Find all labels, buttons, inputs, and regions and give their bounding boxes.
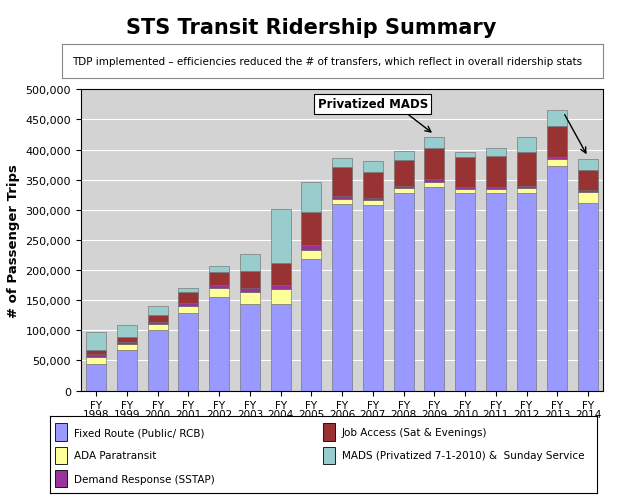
Bar bbox=[179, 304, 198, 307]
Bar bbox=[271, 305, 290, 391]
Bar bbox=[240, 293, 260, 305]
Bar bbox=[363, 201, 383, 205]
Bar bbox=[394, 189, 414, 193]
Bar bbox=[323, 447, 335, 464]
Bar bbox=[302, 250, 322, 260]
Bar bbox=[302, 246, 322, 250]
Bar bbox=[332, 196, 352, 199]
Bar bbox=[516, 138, 537, 153]
Bar bbox=[332, 199, 352, 204]
Bar bbox=[240, 288, 260, 293]
Bar bbox=[86, 350, 106, 355]
Bar bbox=[363, 198, 383, 201]
Bar bbox=[455, 193, 475, 391]
Bar bbox=[547, 159, 567, 166]
Bar bbox=[547, 126, 567, 157]
Bar bbox=[394, 160, 414, 186]
Bar bbox=[86, 332, 106, 350]
Bar bbox=[363, 172, 383, 198]
Text: Demand Response (SSTAP): Demand Response (SSTAP) bbox=[74, 474, 215, 484]
Bar bbox=[332, 168, 352, 196]
Bar bbox=[547, 166, 567, 391]
Bar bbox=[147, 316, 168, 323]
Text: MADS (Privatized 7-1-2010) &  Sunday Service: MADS (Privatized 7-1-2010) & Sunday Serv… bbox=[342, 450, 585, 460]
Bar bbox=[486, 193, 506, 391]
Bar bbox=[455, 157, 475, 187]
Bar bbox=[55, 447, 67, 464]
Text: Fixed Route (Public/ RCB): Fixed Route (Public/ RCB) bbox=[74, 427, 205, 437]
Bar bbox=[240, 305, 260, 391]
Bar bbox=[547, 157, 567, 159]
Bar bbox=[117, 344, 137, 350]
Bar bbox=[424, 138, 444, 148]
Bar bbox=[86, 355, 106, 357]
Bar bbox=[179, 307, 198, 314]
Bar bbox=[486, 149, 506, 156]
Bar bbox=[424, 187, 444, 391]
Text: Privatized MADS: Privatized MADS bbox=[317, 98, 428, 111]
Bar bbox=[271, 264, 290, 285]
Bar bbox=[271, 285, 290, 290]
Bar bbox=[486, 156, 506, 187]
Bar bbox=[394, 186, 414, 189]
Bar bbox=[86, 364, 106, 391]
Bar bbox=[147, 323, 168, 325]
Bar bbox=[363, 162, 383, 172]
Text: Job Access (Sat & Evenings): Job Access (Sat & Evenings) bbox=[342, 427, 488, 437]
Bar bbox=[578, 171, 598, 190]
Bar bbox=[179, 293, 198, 304]
Bar bbox=[332, 159, 352, 168]
Text: STS Transit Ridership Summary: STS Transit Ridership Summary bbox=[126, 18, 496, 38]
Bar bbox=[424, 148, 444, 180]
Bar bbox=[578, 160, 598, 171]
Bar bbox=[516, 189, 537, 193]
Bar bbox=[332, 204, 352, 391]
Bar bbox=[424, 180, 444, 183]
Bar bbox=[486, 187, 506, 189]
Bar bbox=[547, 111, 567, 126]
Bar bbox=[209, 289, 229, 298]
Bar bbox=[394, 193, 414, 391]
Bar bbox=[179, 288, 198, 293]
Bar bbox=[455, 187, 475, 189]
Bar bbox=[271, 210, 290, 264]
Bar bbox=[55, 423, 67, 441]
Bar bbox=[117, 342, 137, 344]
Bar bbox=[240, 255, 260, 272]
Bar bbox=[209, 286, 229, 289]
Text: TDP implemented – efficiencies reduced the # of transfers, which reflect in over: TDP implemented – efficiencies reduced t… bbox=[72, 57, 582, 67]
Bar bbox=[578, 190, 598, 192]
Bar bbox=[147, 307, 168, 316]
Bar bbox=[516, 187, 537, 189]
Bar bbox=[578, 192, 598, 203]
Bar bbox=[117, 350, 137, 391]
Bar bbox=[424, 183, 444, 187]
Bar bbox=[363, 205, 383, 391]
Bar bbox=[209, 267, 229, 273]
Bar bbox=[209, 273, 229, 286]
Bar bbox=[179, 314, 198, 391]
Text: ADA Paratransit: ADA Paratransit bbox=[74, 450, 156, 460]
Bar bbox=[578, 203, 598, 391]
Bar bbox=[394, 151, 414, 160]
Bar bbox=[147, 325, 168, 331]
Bar bbox=[302, 183, 322, 213]
Bar bbox=[516, 193, 537, 391]
Bar bbox=[86, 357, 106, 364]
Bar bbox=[323, 423, 335, 441]
Bar bbox=[302, 260, 322, 391]
Bar bbox=[516, 153, 537, 187]
Bar bbox=[486, 189, 506, 193]
Bar bbox=[209, 298, 229, 391]
Bar bbox=[240, 272, 260, 288]
Bar bbox=[455, 189, 475, 193]
Bar bbox=[302, 213, 322, 246]
Bar bbox=[147, 331, 168, 391]
Bar bbox=[117, 325, 137, 337]
Bar bbox=[455, 153, 475, 157]
Bar bbox=[271, 290, 290, 305]
Bar bbox=[55, 470, 67, 487]
Y-axis label: # of Passenger Trips: # of Passenger Trips bbox=[7, 164, 20, 317]
Bar bbox=[117, 337, 137, 342]
